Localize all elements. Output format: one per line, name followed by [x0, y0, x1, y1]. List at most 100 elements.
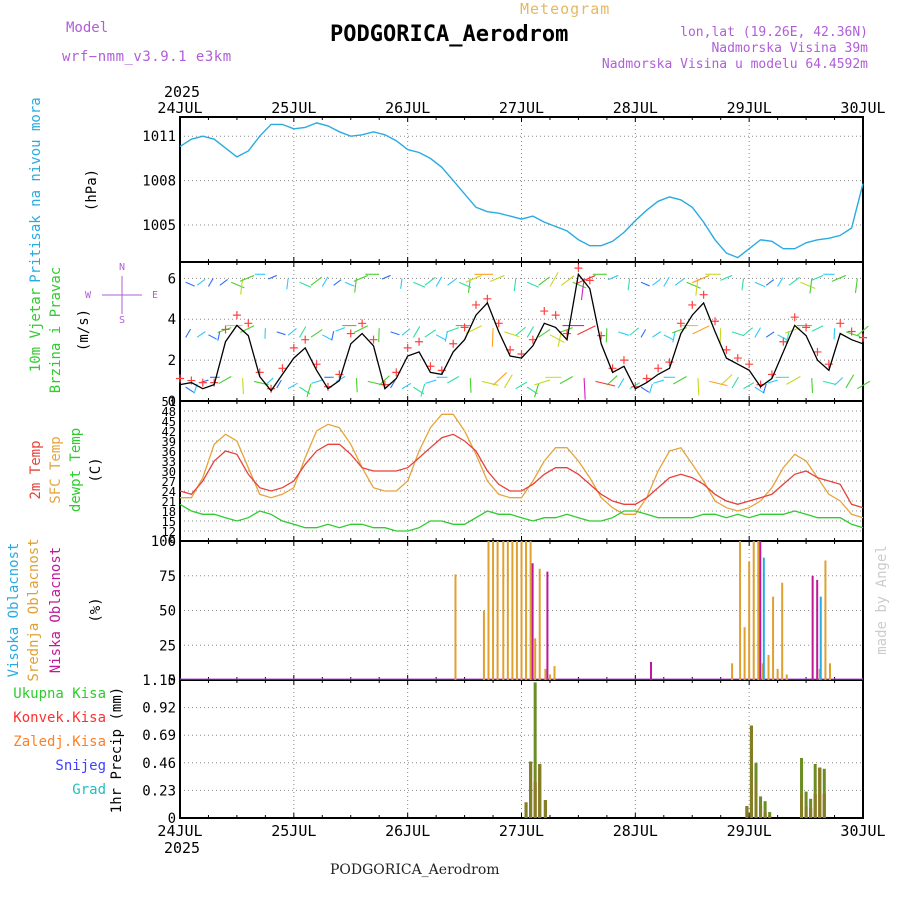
y-tick-label: 0	[168, 673, 176, 689]
wind-vector	[503, 374, 513, 389]
wind-vector	[788, 276, 800, 286]
gust-marker	[346, 329, 355, 338]
gust-marker	[790, 313, 799, 322]
wind-vector	[515, 326, 526, 336]
wind-vector	[754, 386, 765, 394]
wind-vector	[378, 328, 380, 343]
y-tick-label: 1008	[142, 174, 176, 190]
precip-total-bar	[822, 768, 826, 818]
gust-marker	[711, 317, 720, 326]
wind-vector	[492, 372, 508, 386]
wind-vector	[762, 383, 767, 394]
compass-south: S	[119, 315, 125, 326]
y-tick-label: 27	[162, 475, 176, 489]
wind-vector	[809, 278, 813, 294]
precip-overlay-bar	[538, 764, 542, 818]
wind-vector	[627, 278, 631, 291]
precip-overlay-bar	[800, 794, 804, 818]
gust-marker	[471, 300, 480, 309]
wind-vector	[321, 276, 329, 287]
precip-legend-4: Grad	[72, 782, 106, 798]
gust-marker	[676, 319, 685, 328]
y-tick-label: 33	[162, 455, 176, 469]
wind-vector	[335, 376, 346, 382]
y-tick-label: 9	[169, 535, 176, 549]
wind-title: 10m Vjetar	[28, 288, 44, 372]
wind-vector	[381, 274, 391, 280]
wind-unit: (m/s)	[76, 309, 92, 351]
compass-cross	[102, 276, 142, 314]
precip-legend-3: Snijeg	[55, 758, 106, 774]
wind-vector	[672, 331, 676, 343]
gust-marker	[824, 360, 833, 369]
gust-marker	[403, 343, 412, 352]
wind-vector	[331, 331, 335, 341]
wind-vector	[640, 329, 647, 338]
precip-overlay-bar	[754, 782, 758, 818]
temp-unit: (C)	[88, 457, 104, 482]
wind-vector	[390, 379, 396, 389]
wind-vector	[811, 378, 814, 394]
wind-vector	[754, 327, 762, 338]
wind-vector	[834, 377, 844, 386]
gust-marker	[779, 337, 788, 346]
y-tick-label: 25	[159, 638, 176, 654]
wind-vector	[333, 279, 342, 286]
wind-vector	[576, 274, 596, 284]
wind-vector	[311, 379, 323, 384]
wind-vector	[709, 380, 728, 387]
wind-vector	[265, 377, 274, 386]
wind-vector	[605, 328, 608, 343]
wind-speed-series	[179, 272, 864, 392]
wind-vector	[513, 278, 517, 292]
precip-overlay-bar	[809, 808, 813, 818]
gust-marker	[517, 349, 526, 358]
wind-vector	[276, 379, 282, 389]
precip-overlay-bar	[818, 767, 822, 818]
wind-vector	[299, 281, 312, 288]
wind-vector	[618, 331, 629, 336]
wind-vector	[515, 381, 528, 390]
precip-legend-0: Ukupna Kisa	[13, 686, 106, 702]
precip-overlay-bar	[804, 806, 808, 818]
gust-marker	[722, 345, 731, 354]
wind-vector	[629, 327, 639, 336]
wind-vector	[526, 326, 534, 338]
wind-vector	[287, 382, 298, 390]
wind-vector	[401, 382, 412, 390]
high-cloud-title: Visoka Oblacnost	[6, 543, 22, 678]
date-label-top: 30JUL	[840, 99, 885, 117]
wind-vector	[435, 276, 443, 287]
y-tick-label: 2	[168, 353, 176, 369]
date-label-top: 24JUL	[157, 99, 202, 117]
y-tick-label: 4	[168, 312, 176, 328]
y-tick-label: 50	[159, 604, 176, 620]
compass-east: E	[152, 290, 158, 301]
wind-vector	[765, 331, 775, 338]
wind-vector	[695, 278, 699, 296]
wind-vector	[401, 328, 411, 336]
y-tick-label: 24	[162, 485, 176, 499]
wind-vector	[306, 383, 312, 398]
precip-total-bar	[813, 764, 817, 818]
wind-vector	[617, 378, 625, 389]
y-tick-label: 0.92	[142, 701, 176, 717]
wind-vector	[299, 326, 307, 338]
y-tick-label: 48	[162, 405, 176, 419]
y-tick-label: 0.23	[142, 783, 176, 799]
gust-marker	[278, 364, 287, 373]
precip-unit: 1hr Precip (mm)	[109, 687, 125, 813]
wind-vector	[672, 376, 687, 385]
y-tick-label: 51	[162, 395, 176, 409]
y-tick-label: 21	[162, 495, 176, 509]
wind-vector	[353, 274, 369, 282]
wind-vector	[420, 383, 426, 397]
wind-vector	[856, 325, 869, 336]
wind-vector	[447, 278, 457, 286]
gust-marker	[859, 333, 867, 342]
dewpt-title: dewpt Temp	[68, 428, 84, 512]
date-label-top: 29JUL	[727, 99, 772, 117]
gust-marker	[358, 319, 367, 328]
wind-vector	[355, 378, 358, 393]
wind-subtitle: Brzina i Pravac	[48, 267, 64, 393]
